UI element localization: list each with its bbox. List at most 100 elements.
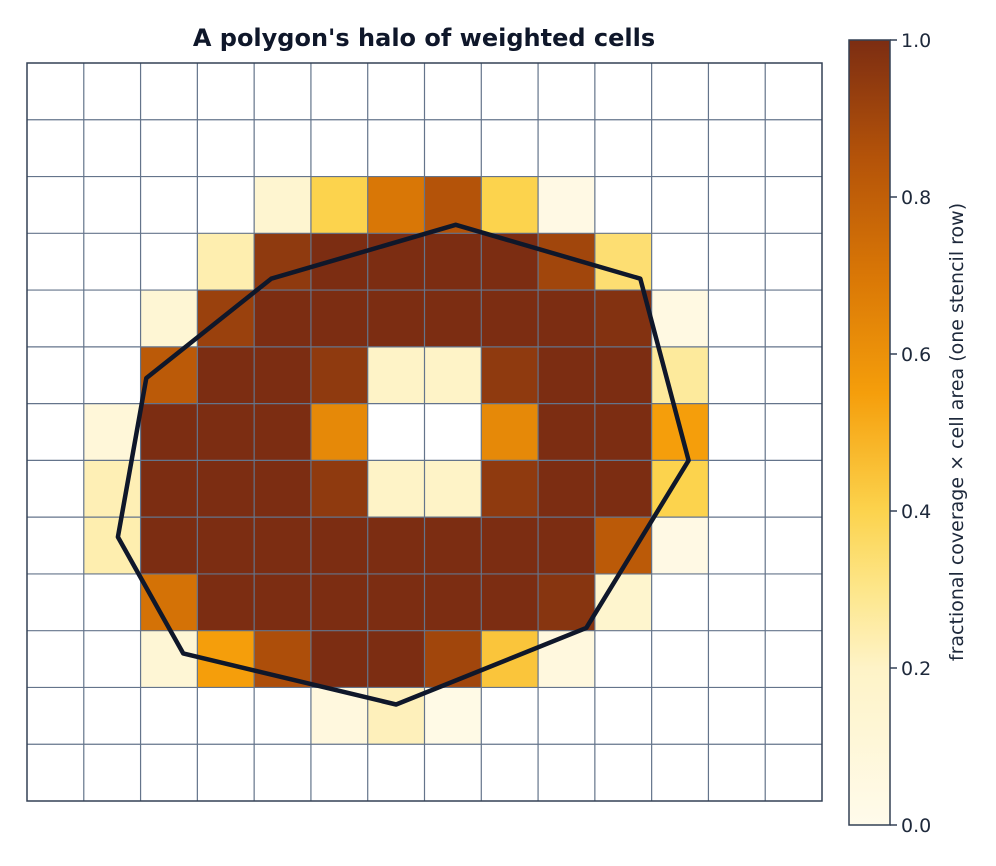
heatmap-cell [197,119,255,178]
heatmap-cell [310,290,369,348]
heatmap-cell [310,744,369,802]
heatmap-cell [708,744,766,802]
heatmap-cell [367,630,425,688]
heatmap-cell [651,233,709,291]
heatmap-cell [310,176,369,234]
heatmap-cell [254,687,312,745]
heatmap-cell [765,176,823,234]
plot-frame [26,62,823,802]
heatmap-cell [140,119,198,178]
colorbar-ticks: 0.0 0.2 0.4 0.6 0.8 1.0 [890,30,931,837]
heatmap-cell [27,517,85,575]
heatmap-cell [481,744,539,802]
heatmap-cell [424,744,482,802]
heatmap-cell [594,346,653,405]
heatmap-cell [310,403,369,461]
heatmap-cell [594,630,653,688]
heatmap-cell [481,573,539,632]
heatmap-cell [765,687,823,745]
heatmap-cell [367,346,425,405]
heatmap-cell [367,744,425,802]
heatmap-cell [651,687,709,745]
heatmap-cell [254,63,312,121]
heatmap-cell [708,573,766,632]
heatmap-cell [594,403,653,461]
heatmap-cell [367,176,425,234]
heatmap-cell [538,403,596,461]
heatmap-cell [140,517,198,575]
heatmap-cells [27,63,823,802]
heatmap-cell [254,233,312,291]
heatmap-cell [197,346,255,405]
heatmap-cell [254,517,312,575]
heatmap-cell [197,573,255,632]
heatmap-cell [538,176,596,234]
colorbar-tick-label: 0.6 [901,344,931,366]
heatmap-cell [538,573,596,632]
heatmap-cell [651,63,709,121]
heatmap-cell [310,119,369,178]
heatmap-cell [708,346,766,405]
heatmap-cell [367,290,425,348]
heatmap-cell [594,63,653,121]
heatmap-cell [27,346,85,405]
heatmap-cell [254,119,312,178]
heatmap-cell [140,744,198,802]
heatmap-cell [481,517,539,575]
heatmap-cell [765,744,823,802]
heatmap-cell [594,290,653,348]
heatmap-cell [27,176,85,234]
heatmap-cell [594,176,653,234]
heatmap-cell [424,460,482,518]
heatmap-cell [27,63,85,121]
heatmap-cell [765,403,823,461]
heatmap-cell [254,346,312,405]
heatmap-cell [708,687,766,745]
heatmap-cell [254,403,312,461]
heatmap-cell [594,460,653,518]
chart-title: A polygon's halo of weighted cells [193,24,655,52]
heatmap-cell [708,517,766,575]
colorbar-bar [848,39,891,826]
heatmap-cell [140,63,198,121]
heatmap-cell [538,119,596,178]
heatmap-cell [83,119,142,178]
heatmap-cell [708,290,766,348]
heatmap-cell [538,517,596,575]
heatmap-cell [197,517,255,575]
colorbar: 0.0 0.2 0.4 0.6 0.8 1.0 fractional coverage ×… [848,30,968,837]
heatmap-cell [197,176,255,234]
heatmap-cell [27,460,85,518]
heatmap-cell [481,460,539,518]
polygon-outline [115,222,691,707]
heatmap-cell [83,573,142,632]
heatmap-cell [254,573,312,632]
heatmap-cell [424,687,482,745]
heatmap-cell [481,63,539,121]
heatmap-cell [708,119,766,178]
heatmap-cell [594,233,653,291]
heatmap-cell [765,630,823,688]
heatmap-cell [140,573,198,632]
heatmap-cell [254,744,312,802]
heatmap-cell [367,460,425,518]
heatmap-cell [83,744,142,802]
heatmap-cell [424,290,482,348]
heatmap-cell [651,176,709,234]
heatmap-cell [83,233,142,291]
heatmap-cell [197,687,255,745]
heatmap-cell [651,290,709,348]
colorbar-tick-label: 0.0 [901,815,931,837]
heatmap-cell [140,403,198,461]
heatmap-cell [197,460,255,518]
heatmap-cell [197,403,255,461]
heatmap-cell [424,346,482,405]
heatmap-cell [538,63,596,121]
heatmap-cell [367,573,425,632]
heatmap-cell [424,630,482,688]
heatmap-cell [538,290,596,348]
heatmap-cell [538,687,596,745]
heatmap-cell [83,630,142,688]
heatmap-cell [594,687,653,745]
heatmap-cell [708,630,766,688]
